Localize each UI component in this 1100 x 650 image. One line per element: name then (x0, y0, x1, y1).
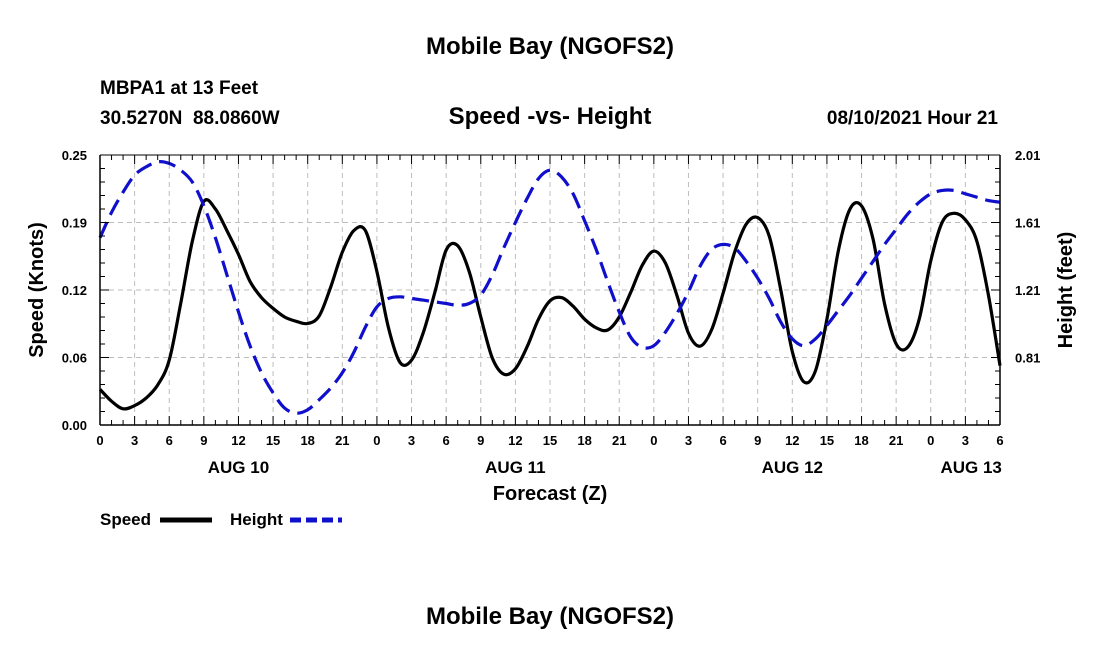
y-left-tick-label: 0.12 (62, 283, 87, 298)
x-tick-label: 6 (719, 433, 726, 448)
axes (99, 154, 1001, 426)
day-label: AUG 13 (940, 458, 1001, 477)
x-tick-label: 3 (685, 433, 692, 448)
x-tick-label: 21 (335, 433, 349, 448)
y-left-tick-label: 0.19 (62, 216, 87, 231)
x-tick-label: 0 (927, 433, 934, 448)
grid-lines (100, 155, 1000, 425)
x-tick-label: 0 (96, 433, 103, 448)
x-tick-label: 9 (200, 433, 207, 448)
x-tick-label: 18 (577, 433, 591, 448)
y-left-tick-label: 0.00 (62, 418, 87, 433)
y-axis-right-label: Height (feet) (1055, 232, 1077, 349)
chart-subtitle: Speed -vs- Height (449, 103, 652, 130)
day-label: AUG 10 (208, 458, 269, 477)
station-label: MBPA1 at 13 Feet (100, 78, 259, 99)
x-tick-label: 18 (854, 433, 868, 448)
x-tick-label: 6 (443, 433, 450, 448)
x-tick-label: 12 (785, 433, 799, 448)
x-tick-label: 9 (477, 433, 484, 448)
x-axis-label: Forecast (Z) (493, 483, 607, 505)
x-tick-label: 9 (754, 433, 761, 448)
x-tick-label: 12 (508, 433, 522, 448)
x-tick-label: 12 (231, 433, 245, 448)
x-tick-label: 3 (408, 433, 415, 448)
x-tick-label: 18 (300, 433, 314, 448)
x-tick-label: 21 (889, 433, 903, 448)
footer-title: Mobile Bay (NGOFS2) (426, 603, 674, 630)
forecast-date-label: 08/10/2021 Hour 21 (827, 108, 999, 129)
series-lines (98, 160, 1002, 415)
x-tick-label: 3 (131, 433, 138, 448)
day-label: AUG 12 (762, 458, 823, 477)
day-label: AUG 11 (485, 458, 545, 477)
series-line-speed (98, 198, 1002, 411)
y-right-tick-label: 2.01 (1015, 148, 1040, 163)
legend: Speed Height (100, 510, 342, 529)
y-right-tick-label: 1.61 (1015, 216, 1040, 231)
series-line-height (98, 160, 1001, 415)
x-tick-label: 0 (373, 433, 380, 448)
y-right-tick-label: 1.21 (1015, 283, 1040, 298)
x-tick-label: 21 (612, 433, 626, 448)
y-axis-left-label: Speed (Knots) (26, 222, 48, 358)
x-tick-label: 6 (996, 433, 1003, 448)
x-tick-label: 6 (166, 433, 173, 448)
legend-height-label: Height (230, 510, 283, 529)
y-right-tick-label: 0.81 (1015, 351, 1040, 366)
main-title: Mobile Bay (NGOFS2) (426, 33, 674, 60)
x-tick-label: 15 (266, 433, 280, 448)
coordinates-label: 30.5270N 88.0860W (100, 108, 280, 129)
y-left-tick-label: 0.06 (62, 351, 87, 366)
x-tick-label: 0 (650, 433, 657, 448)
y-left-tick-label: 0.25 (62, 148, 87, 163)
tick-labels: 0 3 6 9 12 15 18 21 0 3 6 9 12 15 18 21 0 3 6 9 12 15 18 21 0 3 6 A… (62, 148, 1041, 477)
x-tick-label: 3 (962, 433, 969, 448)
x-tick-label: 15 (820, 433, 834, 448)
x-tick-label: 15 (543, 433, 557, 448)
legend-speed-label: Speed (100, 510, 151, 529)
